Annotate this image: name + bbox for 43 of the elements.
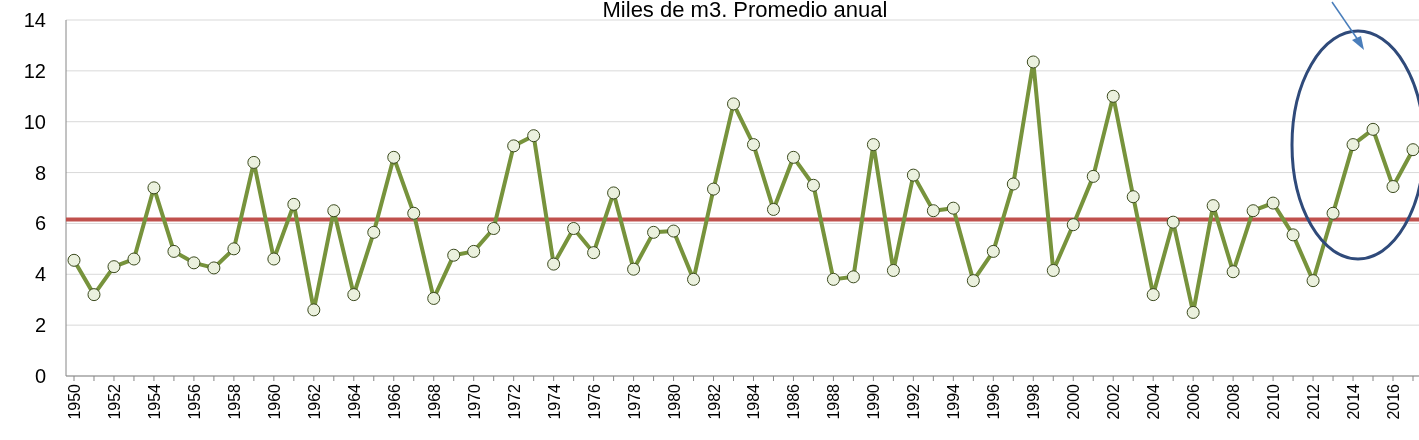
y-tick-label: 0 — [34, 365, 46, 387]
x-tick-label: 1978 — [625, 383, 643, 420]
x-tick-label: 2008 — [1225, 383, 1243, 420]
x-tick-label: 1956 — [185, 383, 203, 420]
x-tick-label: 1976 — [585, 383, 603, 420]
x-tick-label: 2016 — [1385, 383, 1403, 420]
x-tick-label: 1964 — [345, 383, 363, 420]
x-tick-label: 2006 — [1185, 383, 1203, 420]
x-tick-label: 1958 — [225, 383, 243, 420]
x-tick-label: 1996 — [985, 383, 1003, 420]
y-tick-label: 14 — [23, 9, 46, 31]
y-tick-label: 4 — [34, 263, 46, 286]
x-tick-label: 2010 — [1265, 383, 1283, 420]
x-tick-label: 1954 — [145, 383, 163, 420]
x-tick-label: 1980 — [665, 383, 683, 420]
x-tick-label: 1962 — [305, 383, 323, 420]
y-tick-label: 8 — [34, 161, 46, 184]
x-tick-label: 1974 — [545, 383, 563, 420]
x-tick-label: 2004 — [1145, 383, 1163, 420]
x-tick-label: 1998 — [1025, 383, 1043, 420]
x-tick-label: 1984 — [745, 383, 763, 420]
y-tick-label: 12 — [23, 59, 46, 82]
x-tick-label: 1986 — [785, 383, 803, 420]
y-tick-label: 6 — [34, 212, 46, 235]
x-tick-label: 1968 — [425, 383, 443, 420]
x-tick-label: 1966 — [385, 383, 403, 420]
y-tick-label: 2 — [34, 314, 46, 337]
x-tick-label: 1960 — [265, 383, 283, 420]
x-tick-label: 2012 — [1305, 383, 1323, 420]
x-tick-label: 1950 — [66, 383, 83, 420]
y-tick-label: 10 — [23, 110, 46, 133]
x-tick-label: 1990 — [865, 383, 883, 420]
x-tick-label: 2000 — [1065, 383, 1083, 420]
x-tick-label: 1992 — [905, 383, 923, 420]
x-tick-label: 1988 — [825, 383, 843, 420]
chart-title: Miles de m3. Promedio anual — [602, 0, 888, 22]
x-tick-label: 2002 — [1105, 383, 1123, 420]
x-tick-label: 1972 — [505, 383, 523, 420]
x-tick-label: 1970 — [465, 383, 483, 420]
x-tick-label: 2014 — [1345, 383, 1363, 420]
x-tick-label: 1994 — [945, 383, 963, 420]
x-tick-label: 1982 — [705, 383, 723, 420]
x-tick-label: 1952 — [105, 383, 123, 420]
